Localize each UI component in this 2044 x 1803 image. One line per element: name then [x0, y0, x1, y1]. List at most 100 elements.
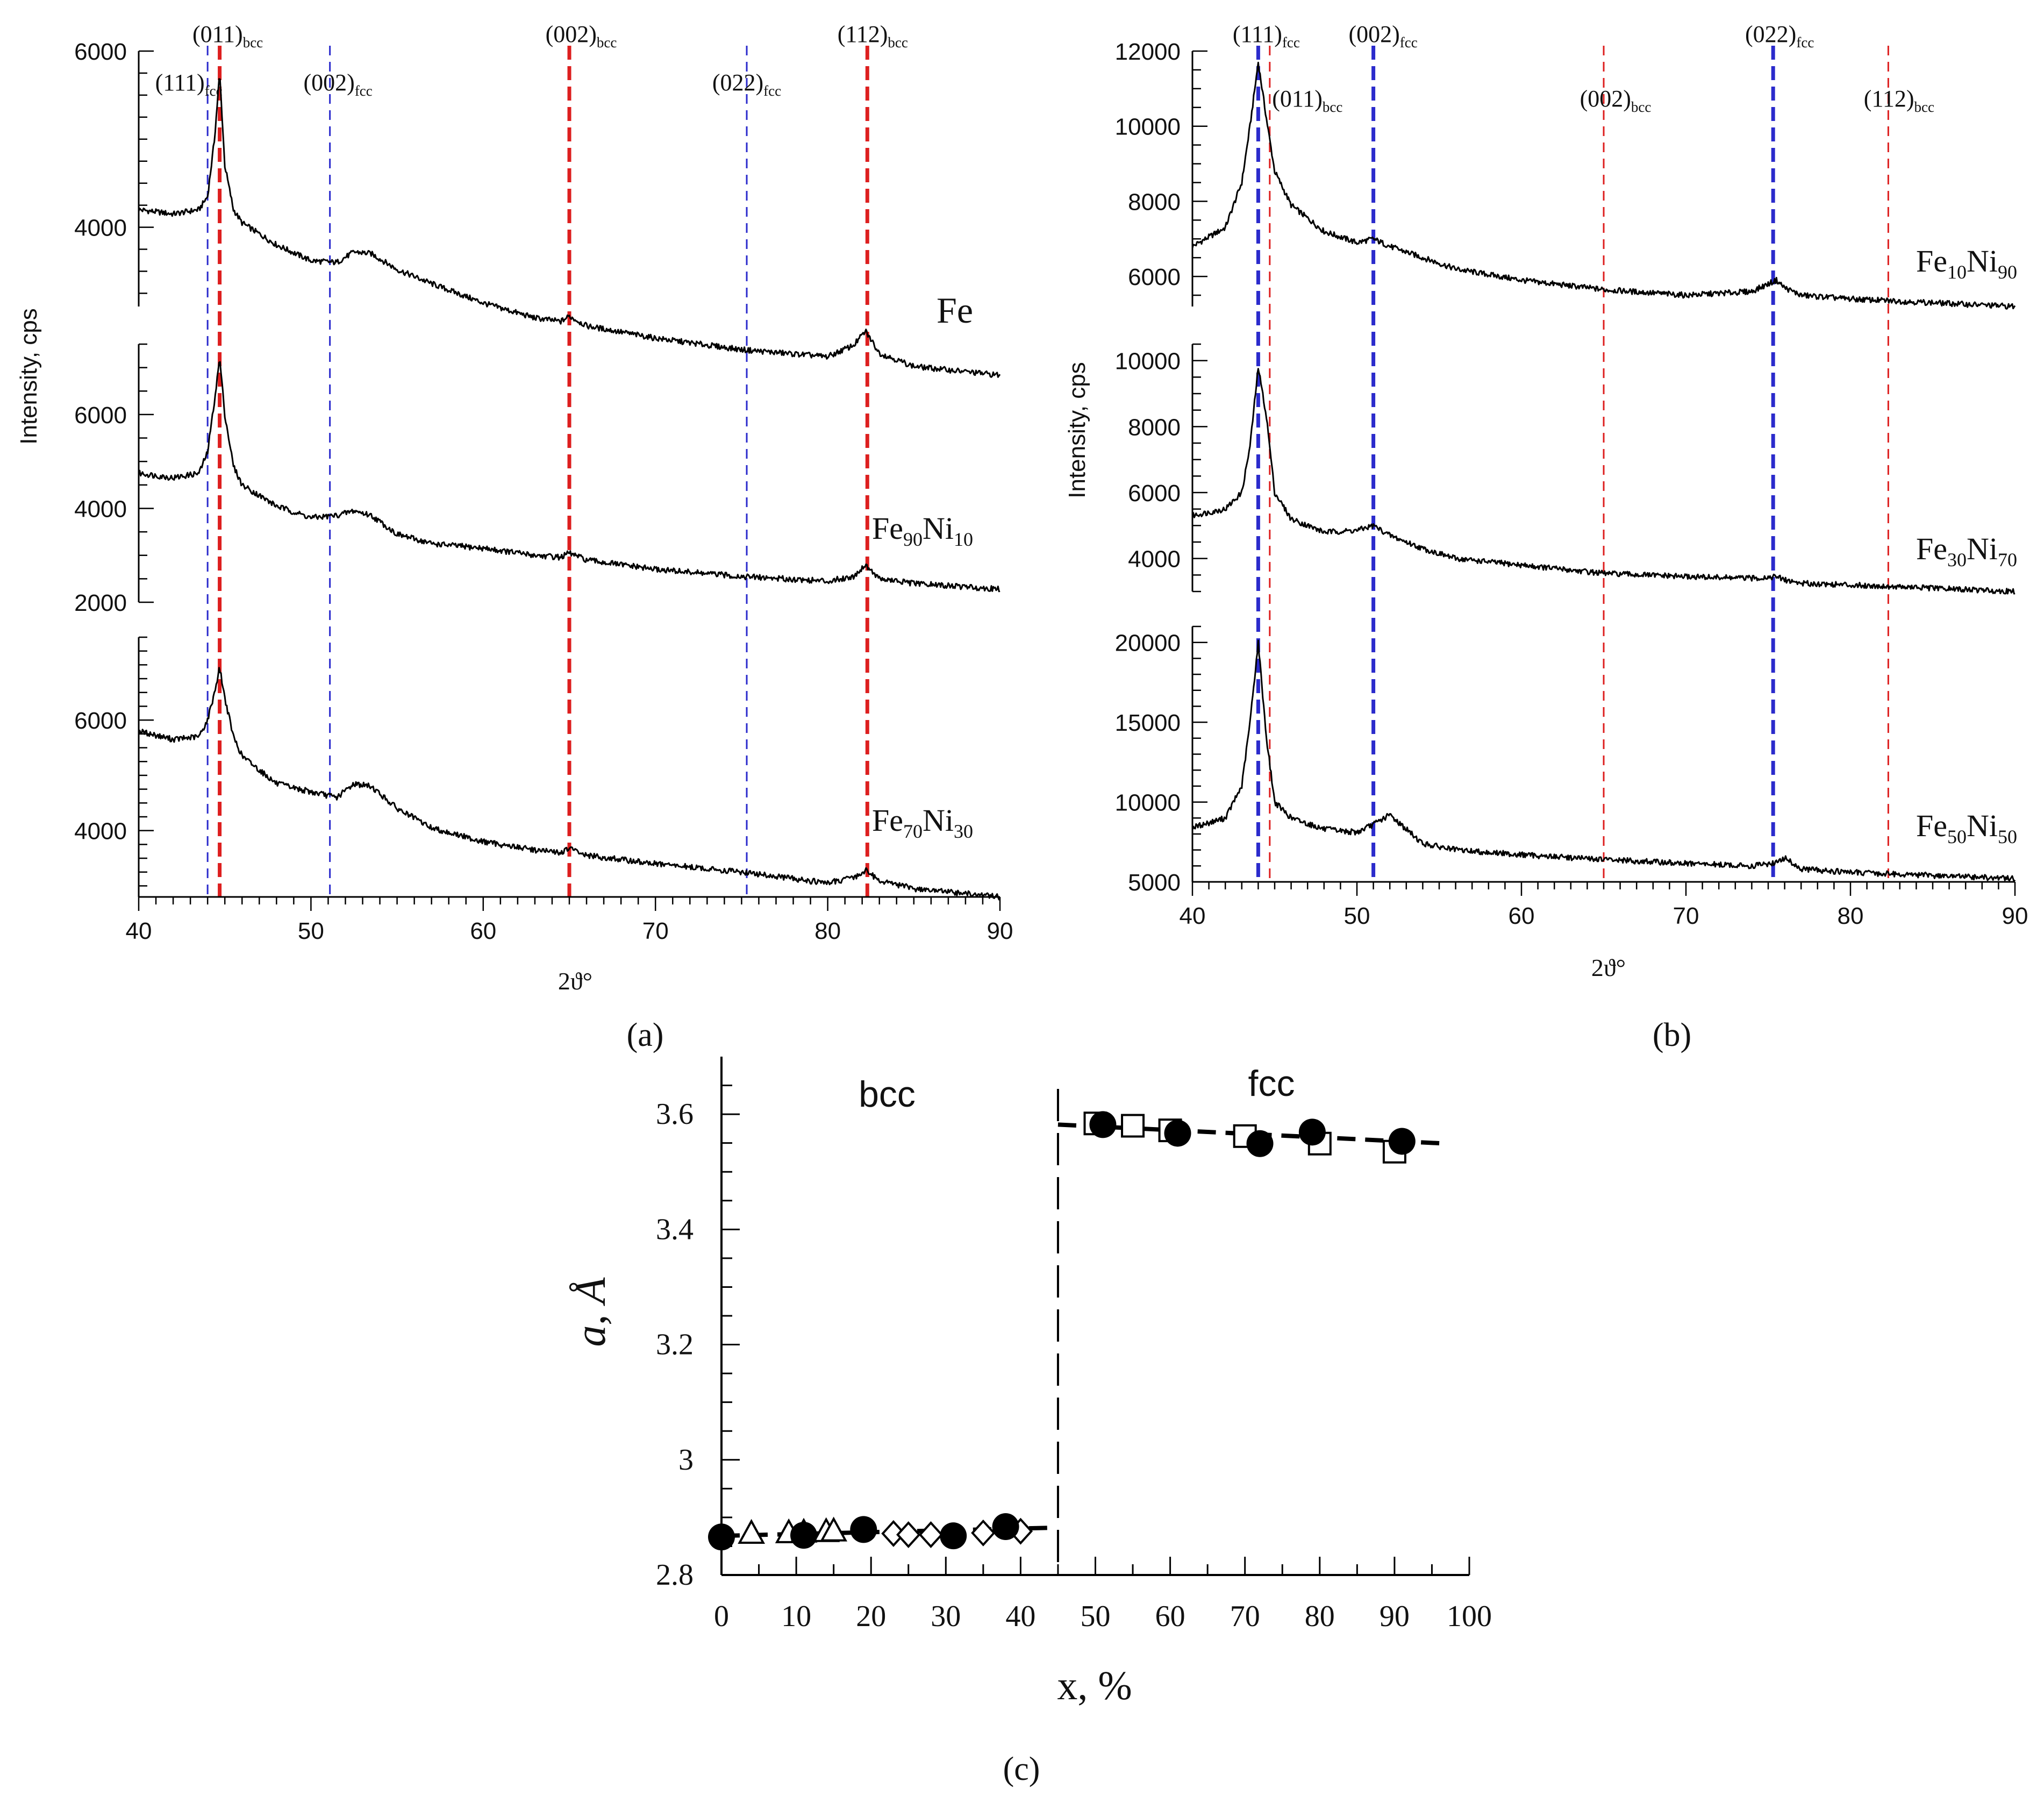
reference-label-2: (002)fcc [1348, 21, 1417, 51]
panel-c-region-bcc: bcc [859, 1074, 916, 1115]
y-tick-label: 15000 [1115, 710, 1181, 736]
y-tick-label: 2000 [74, 590, 127, 616]
series-curve-0 [1191, 61, 2016, 310]
panel-b-xrd-fcc: (111)fcc (011)bcc (002)fcc (002)bcc (022)fcc… [1064, 21, 2028, 1053]
panel-a-x-axis: 40 50 60 70 80 90 [126, 896, 1013, 944]
c-x-tick-label: 70 [1230, 1600, 1260, 1633]
reference-label-4: (022)fcc [1745, 21, 1814, 51]
c-point-circle [850, 1516, 877, 1543]
panel-b-x-label: 2ϑ° [1591, 954, 1626, 981]
panel-b-y-label: Intensity, cps [1064, 362, 1090, 498]
c-point-circle [1089, 1111, 1117, 1138]
reference-label-1: (011)bcc [1272, 85, 1342, 115]
y-tick-label: 4000 [1128, 546, 1181, 573]
c-point-circle [790, 1522, 818, 1549]
series-label-2: Fe50Ni50 [1916, 808, 2017, 847]
c-point-diamond [896, 1521, 921, 1548]
series-label-0: Fe [937, 290, 973, 331]
panel-c-region-fcc: fcc [1248, 1063, 1295, 1104]
panel-c-lattice-parameter: 2.833.23.43.60 10 20 30 40 50 60 70 80 90 100 bcc … [567, 1057, 1492, 1787]
c-y-tick-label: 3 [678, 1443, 694, 1477]
panel-c-y-label: a, Å [567, 1277, 614, 1346]
c-x-tick-label: 50 [1081, 1600, 1111, 1633]
c-point-diamond [881, 1520, 906, 1547]
c-x-tick-label: 20 [856, 1600, 886, 1633]
c-y-tick-label: 3.2 [656, 1328, 694, 1362]
x-tick-label: 40 [1180, 903, 1206, 929]
y-tick-label: 10000 [1115, 790, 1181, 816]
c-point-circle [992, 1513, 1019, 1541]
series-curve-2 [1191, 639, 2016, 882]
y-tick-label: 8000 [1128, 189, 1181, 215]
reference-label-1: (011)bcc [192, 21, 263, 51]
panel-c-panel-label: (c) [1003, 1751, 1040, 1787]
panel-c-plot-area: 2.8 3 3.2 3.4 3.6 0 10 20 30 40 50 60 70 80 90 100 [656, 1057, 1492, 1633]
series-curve-2 [138, 667, 1001, 901]
panel-a-panel-label: (a) [627, 1017, 664, 1053]
y-tick-label: 6000 [1128, 480, 1181, 507]
panel-a-y-label: Intensity, cps [16, 308, 42, 445]
c-y-tick-label: 3.6 [656, 1098, 694, 1131]
series-label-1: Fe90Ni10 [872, 511, 973, 550]
y-tick-label: 4000 [74, 215, 127, 241]
x-tick-label: 70 [642, 918, 669, 944]
y-tick-label: 5000 [1128, 870, 1181, 896]
c-point-square [1121, 1114, 1145, 1138]
panel-c-x-label: x, % [1057, 1663, 1132, 1708]
x-tick-label: 50 [298, 918, 324, 944]
c-point-circle [1164, 1120, 1191, 1147]
y-tick-label: 10000 [1115, 348, 1181, 375]
c-y-tick-label: 3.4 [656, 1213, 694, 1246]
panel-b-x-axis: 40 50 60 70 80 90 [1180, 881, 2028, 929]
series-curve-0 [138, 78, 1001, 378]
reference-label-5: (112)bcc [1864, 85, 1934, 115]
x-tick-label: 80 [814, 918, 841, 944]
y-tick-label: 6000 [74, 708, 127, 734]
reference-label-5: (112)bcc [838, 21, 908, 51]
reference-label-0: (111)fcc [155, 69, 223, 99]
c-x-tick-label: 30 [931, 1600, 961, 1633]
panel-b-panel-label: (b) [1653, 1017, 1691, 1053]
c-point-circle [1388, 1128, 1416, 1155]
c-x-tick-label: 100 [1447, 1600, 1492, 1633]
c-point-circle [940, 1522, 967, 1550]
c-x-tick-label: 0 [714, 1600, 729, 1633]
c-point-diamond [971, 1519, 996, 1547]
panel-a-plots: 4000 6000 Fe 2000 4000 6000 Fe90Ni10 4000 6000 Fe… [74, 39, 1001, 901]
series-curve-1 [138, 361, 1000, 593]
x-tick-label: 50 [1344, 903, 1370, 929]
panel-a-reference-lines: (111)fcc (011)bcc (002)fcc (002)bcc (022)fcc… [155, 21, 908, 897]
y-tick-label: 20000 [1115, 630, 1181, 657]
x-tick-label: 80 [1838, 903, 1864, 929]
x-tick-label: 90 [2002, 903, 2028, 929]
panel-a-x-label: 2ϑ° [558, 967, 592, 995]
x-tick-label: 60 [470, 918, 496, 944]
y-tick-label: 6000 [1128, 264, 1181, 290]
c-x-tick-label: 80 [1305, 1600, 1335, 1633]
c-point-circle [1298, 1118, 1326, 1146]
reference-label-0: (111)fcc [1233, 21, 1300, 51]
reference-label-3: (002)bcc [546, 21, 617, 51]
series-curve-1 [1191, 368, 2016, 595]
panel-b-reference-lines: (111)fcc (011)bcc (002)fcc (002)bcc (022)fcc… [1233, 21, 1934, 882]
reference-label-3: (002)bcc [1580, 85, 1652, 115]
c-point-triangle [820, 1516, 848, 1542]
series-label-2: Fe70Ni30 [872, 803, 973, 842]
y-tick-label: 10000 [1115, 114, 1181, 140]
c-point-diamond [918, 1521, 944, 1548]
y-tick-label: 4000 [74, 818, 127, 845]
y-tick-label: 6000 [74, 402, 127, 429]
c-point-triangle [738, 1519, 766, 1544]
y-tick-label: 8000 [1128, 414, 1181, 440]
panel-a-xrd-bcc: (111)fcc (011)bcc (002)fcc (002)bcc (022)fcc… [16, 21, 1013, 1053]
y-tick-label: 12000 [1115, 39, 1181, 65]
x-tick-label: 40 [126, 918, 152, 944]
series-label-1: Fe30Ni70 [1916, 531, 2017, 571]
c-x-tick-label: 60 [1155, 1600, 1185, 1633]
c-x-tick-label: 10 [781, 1600, 811, 1633]
c-x-tick-label: 90 [1380, 1600, 1410, 1633]
x-tick-label: 70 [1673, 903, 1699, 929]
panel-b-plots: 6000 8000 10000 12000 Fe10Ni90 4000 6000 8000 10… [1115, 39, 2017, 896]
y-tick-label: 6000 [74, 39, 127, 65]
